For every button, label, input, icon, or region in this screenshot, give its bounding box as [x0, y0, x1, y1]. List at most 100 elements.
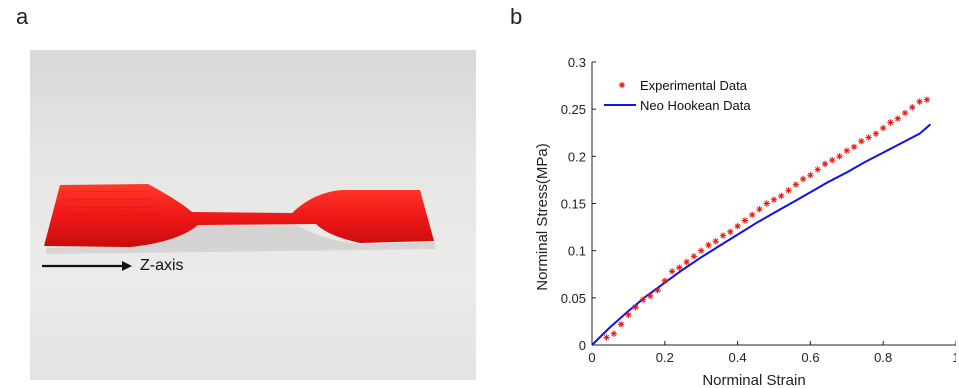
- asterisk-stroke: [764, 200, 770, 207]
- asterisk-stroke: [829, 157, 835, 163]
- y-tick-label: 0.15: [561, 197, 586, 212]
- asterisk-stroke: [611, 331, 617, 337]
- asterisk-stroke: [603, 334, 610, 341]
- neo-hookean-line: [591, 123, 932, 346]
- asterisk-stroke: [924, 97, 930, 103]
- experimental-point: [683, 258, 690, 266]
- y-axis-label: Norminal Stress(MPa): [534, 143, 551, 291]
- experimental-point: [610, 330, 618, 337]
- x-tick-label: 0.6: [801, 350, 819, 365]
- asterisk-stroke: [887, 119, 894, 125]
- experimental-point: [763, 200, 770, 207]
- asterisk-stroke: [742, 217, 748, 224]
- axes: 0 0.2 0.4 0.6 0.8 1 0 0.05 0.1 0.15 0.2 0.25 0.3: [561, 55, 956, 365]
- experimental-point: [719, 232, 727, 239]
- asterisk-stroke: [647, 293, 653, 299]
- specimen-shadow: [46, 222, 436, 254]
- y-tick-label: 0.2: [568, 149, 586, 164]
- experimental-point: [923, 96, 931, 103]
- asterisk-stroke: [851, 144, 857, 150]
- y-tick-label: 0.1: [568, 244, 586, 259]
- experimental-point: [887, 119, 894, 126]
- asterisk-stroke: [633, 304, 639, 310]
- asterisk-stroke: [793, 182, 799, 188]
- x-tick-label: 1: [952, 350, 956, 365]
- asterisk-stroke: [749, 212, 755, 218]
- experimental-point: [770, 196, 778, 203]
- asterisk-stroke: [625, 312, 631, 318]
- asterisk-stroke: [727, 229, 733, 235]
- experimental-point: [639, 296, 647, 303]
- asterisk-stroke: [619, 82, 625, 88]
- asterisk-stroke: [844, 148, 850, 154]
- experimental-point: [836, 153, 843, 160]
- asterisk-stroke: [815, 166, 821, 173]
- experimental-point: [814, 166, 821, 173]
- asterisk-stroke: [735, 223, 741, 229]
- experimental-point: [676, 264, 683, 271]
- x-tick-label: 0.4: [729, 350, 747, 365]
- asterisk-stroke: [720, 232, 726, 239]
- experimental-point: [858, 138, 865, 145]
- panel-label-b: b: [510, 4, 523, 29]
- asterisk-stroke: [669, 268, 675, 275]
- experimental-point: [916, 98, 923, 105]
- legend-experimental-label: Experimental Data: [640, 78, 748, 93]
- experimental-series: [603, 96, 931, 341]
- experimental-point: [909, 104, 916, 111]
- x-tick-label: 0.2: [656, 350, 674, 365]
- y-tick-label: 0.25: [561, 102, 586, 117]
- experimental-point: [872, 130, 880, 137]
- legend-experimental-marker: [618, 81, 626, 89]
- asterisk-stroke: [909, 104, 915, 110]
- asterisk-stroke: [778, 193, 784, 199]
- stress-strain-chart: 0 0.2 0.4 0.6 0.8 1 0 0.05 0.1 0.15 0.2 0.25 0.3 Exp…: [534, 55, 956, 388]
- experimental-point: [625, 311, 632, 319]
- experimental-point: [705, 241, 712, 249]
- asterisk-stroke: [858, 138, 864, 144]
- asterisk-stroke: [756, 206, 763, 212]
- experimental-point: [647, 292, 654, 300]
- asterisk-stroke: [917, 99, 923, 105]
- experimental-point: [698, 247, 705, 254]
- asterisk-stroke: [705, 242, 712, 248]
- asterisk-stroke: [684, 259, 690, 265]
- asterisk-stroke: [662, 278, 668, 284]
- experimental-point: [603, 334, 610, 341]
- experimental-point: [741, 217, 749, 224]
- experimental-point: [894, 115, 901, 122]
- experimental-point: [850, 143, 858, 151]
- asterisk-stroke: [807, 172, 813, 178]
- asterisk-stroke: [698, 248, 704, 254]
- experimental-point: [668, 268, 676, 275]
- x-tick-label: 0.8: [874, 350, 892, 365]
- experimental-point: [799, 175, 807, 183]
- asterisk-stroke: [880, 125, 886, 131]
- asterisk-stroke: [676, 265, 682, 271]
- asterisk-stroke: [640, 297, 646, 303]
- experimental-point: [712, 238, 719, 245]
- x-tick-label: 0: [588, 350, 595, 365]
- specimen-illustration: [42, 184, 436, 271]
- experimental-point: [792, 181, 800, 188]
- asterisk-stroke: [895, 116, 901, 122]
- specimen-photo: Z-axis: [30, 50, 476, 380]
- specimen-layer-lines: [49, 190, 159, 234]
- experimental-point: [756, 205, 763, 213]
- experimental-point: [778, 192, 785, 200]
- y-tick-label: 0.05: [561, 291, 586, 306]
- panel-label-a: a: [16, 4, 29, 29]
- asterisk-stroke: [836, 153, 843, 159]
- asterisk-stroke: [800, 176, 806, 182]
- experimental-point: [843, 147, 850, 154]
- experimental-point: [617, 321, 625, 328]
- y-tick-label: 0.3: [568, 55, 586, 70]
- asterisk-stroke: [822, 161, 828, 167]
- asterisk-stroke: [691, 253, 697, 259]
- asterisk-stroke: [713, 238, 719, 244]
- experimental-point: [632, 304, 639, 311]
- experimental-point: [785, 187, 792, 194]
- asterisk-stroke: [902, 110, 908, 116]
- experimental-point: [690, 253, 698, 260]
- asterisk-stroke: [654, 287, 661, 293]
